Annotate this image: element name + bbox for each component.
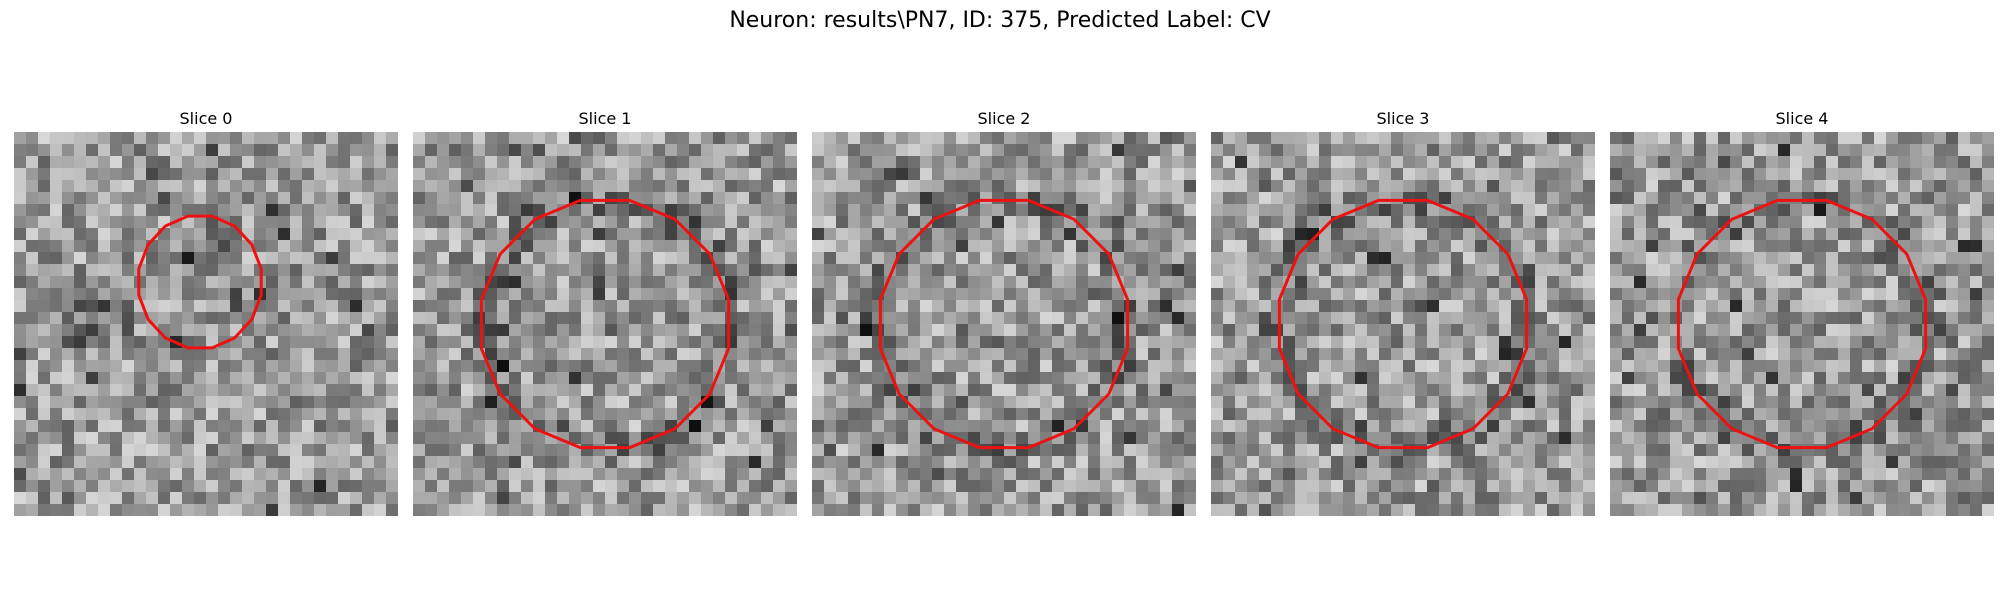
- slice-title: Slice 2: [977, 109, 1031, 128]
- slice-image: [1211, 132, 1595, 516]
- slice-image: [413, 132, 797, 516]
- slice-title: Slice 3: [1376, 109, 1430, 128]
- slice-panel-4: Slice 4: [1610, 106, 1994, 516]
- pixel-grid: [14, 132, 398, 516]
- contour-outline: [137, 214, 263, 350]
- pixel-grid: [1610, 132, 1994, 516]
- slice-title: Slice 4: [1775, 109, 1829, 128]
- slice-image: [1610, 132, 1994, 516]
- pixel-grid: [812, 132, 1196, 516]
- slice-image: [812, 132, 1196, 516]
- figure-title: Neuron: results\PN7, ID: 375, Predicted …: [729, 8, 1271, 33]
- slice-title: Slice 1: [578, 109, 632, 128]
- slice-panel-1: Slice 1: [413, 106, 797, 516]
- contour-outline: [1676, 198, 1928, 450]
- pixel-grid: [1211, 132, 1595, 516]
- slice-panel-0: Slice 0: [14, 106, 398, 516]
- contour-outline: [878, 198, 1130, 450]
- slice-panel-2: Slice 2: [812, 106, 1196, 516]
- slice-image: [14, 132, 398, 516]
- contour-outline: [479, 198, 731, 450]
- contour-outline: [1277, 198, 1529, 450]
- pixel-grid: [413, 132, 797, 516]
- slice-panel-3: Slice 3: [1211, 106, 1595, 516]
- slice-title: Slice 0: [179, 109, 233, 128]
